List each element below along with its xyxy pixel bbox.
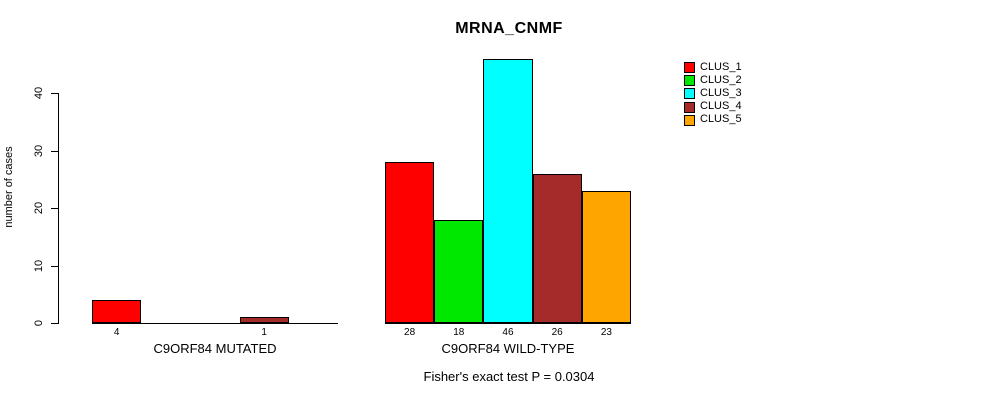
y-tick [51, 265, 58, 267]
group-label: C9ORF84 WILD-TYPE [441, 341, 575, 356]
y-tick [51, 208, 58, 209]
bar-clus_5 [581, 190, 631, 323]
group-baseline [385, 323, 631, 324]
y-tick [51, 93, 58, 94]
legend-label-clus_2: CLUS_2 [700, 73, 742, 86]
bar-clus_3 [483, 58, 533, 323]
group-label: C9ORF84 MUTATED [153, 341, 277, 356]
y-tick-label: 10 [33, 259, 45, 272]
bar-value-label: 1 [261, 327, 267, 338]
bar-value-label: 28 [404, 327, 416, 338]
chart-title: MRNA_CNMF [455, 20, 563, 37]
legend-swatch-clus_2 [684, 75, 695, 87]
y-tick-label: 30 [33, 144, 45, 157]
y-tick [51, 150, 58, 152]
y-axis-label: number of cases [3, 146, 15, 228]
bar-value-label: 46 [502, 327, 514, 338]
legend-swatch-clus_4 [684, 101, 695, 113]
bar-value-label: 4 [113, 327, 120, 338]
bar-clus_4 [532, 173, 582, 323]
legend-swatch-clus_1 [684, 62, 695, 73]
legend-swatch-clus_5 [684, 114, 695, 126]
bar-value-label: 26 [551, 327, 563, 338]
bar-clus_1 [385, 162, 435, 323]
bar-clus_4 [239, 317, 289, 323]
legend-label-clus_1: CLUS_1 [700, 60, 742, 73]
y-tick-label: 20 [33, 201, 45, 215]
y-axis-line [58, 93, 59, 324]
legend-label-clus_5: CLUS_5 [700, 113, 742, 126]
bar-value-label: 18 [453, 327, 465, 338]
legend-label-clus_4: CLUS_4 [700, 100, 742, 113]
bar-clus_1 [92, 300, 142, 323]
y-tick-label: 0 [33, 319, 45, 327]
legend-swatch-clus_3 [684, 88, 695, 100]
caption-fisher-test: Fisher's exact test P = 0.0304 [423, 369, 595, 384]
group-baseline [92, 323, 338, 324]
legend-label-clus_3: CLUS_3 [700, 86, 742, 99]
y-tick [51, 323, 58, 324]
y-tick-label: 40 [33, 86, 45, 100]
bar-value-label: 23 [600, 327, 612, 338]
bar-clus_2 [434, 219, 484, 323]
